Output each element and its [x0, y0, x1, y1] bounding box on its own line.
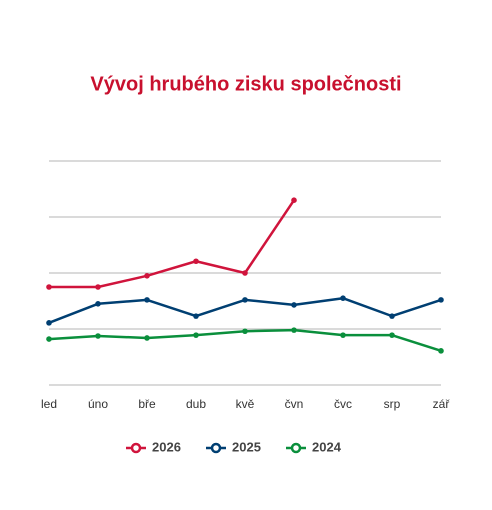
series-line: [49, 199, 296, 289]
x-tick-label: bře: [138, 397, 156, 411]
legend-marker: [290, 442, 302, 454]
x-tick-label: srp: [384, 397, 401, 411]
chart-title: Vývoj hrubého zisku společnosti: [90, 73, 401, 95]
point: [193, 332, 199, 338]
legend-label: 2024: [312, 439, 342, 454]
point: [340, 332, 346, 338]
x-tick-label: zář: [433, 397, 451, 411]
point: [193, 313, 199, 319]
point: [193, 258, 199, 265]
point: [438, 297, 444, 303]
legend-marker: [210, 442, 222, 454]
point: [95, 284, 101, 290]
point: [340, 295, 346, 302]
point: [95, 333, 101, 339]
point: [95, 301, 101, 307]
point: [389, 332, 395, 338]
legend-label: 2026: [152, 439, 181, 454]
x-tick-label: dub: [186, 397, 206, 411]
x-tick-label: úno: [88, 397, 108, 411]
point: [46, 336, 52, 342]
point: [242, 270, 248, 276]
legend-label: 2025: [232, 439, 261, 454]
point: [438, 348, 444, 354]
legend-marker: [130, 442, 142, 454]
x-tick-label: čvn: [285, 397, 304, 411]
point: [291, 302, 297, 308]
point: [242, 328, 248, 335]
point: [242, 297, 248, 303]
point: [46, 284, 52, 290]
x-tick-label: čvc: [334, 397, 352, 411]
point: [291, 327, 297, 333]
point: [144, 297, 150, 303]
point: [46, 320, 52, 326]
x-tick-label: kvě: [236, 397, 255, 411]
point: [144, 273, 150, 279]
point: [389, 313, 395, 319]
point: [144, 335, 150, 341]
x-tick-label: led: [41, 397, 57, 411]
point: [291, 197, 297, 203]
